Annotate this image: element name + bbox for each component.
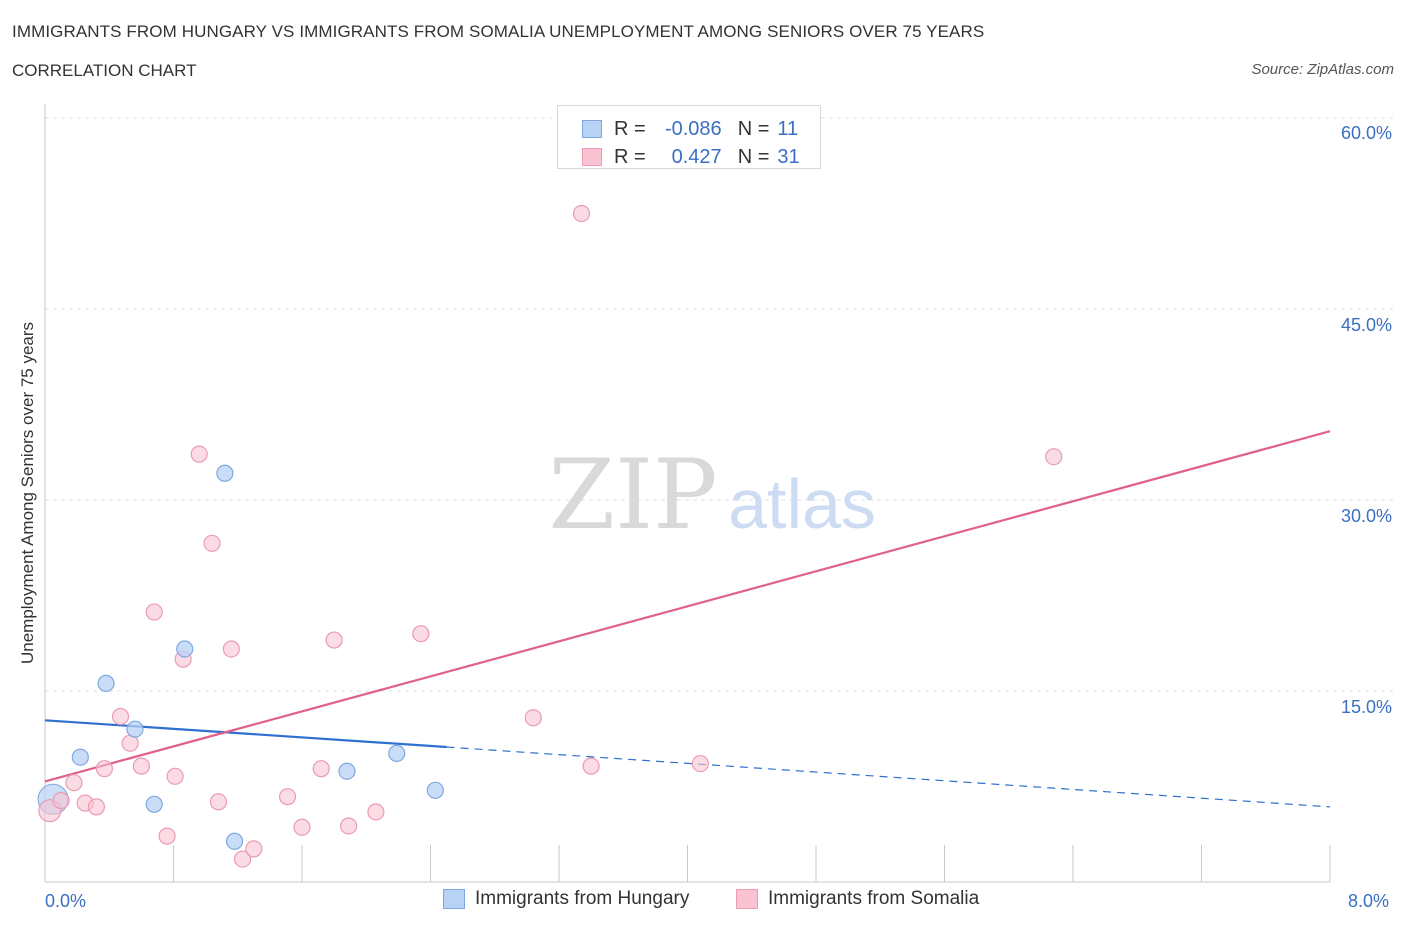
hungary-point: [145, 795, 163, 813]
watermark-zip: ZIP: [548, 439, 717, 551]
legend-label-somalia: Immigrants from Somalia: [768, 888, 980, 909]
somalia-point: [145, 603, 163, 621]
hungary-point: [388, 744, 406, 762]
n-label: N =: [737, 145, 770, 168]
y-tick-label: 60.0%: [1340, 123, 1392, 143]
somalia-point: [245, 840, 263, 858]
y-tick-label: 30.0%: [1340, 506, 1392, 526]
somalia-point: [691, 754, 709, 773]
n-label: N =: [737, 117, 770, 140]
hungary-point: [126, 720, 144, 738]
legend-row-hungary: R = -0.086 N = 11: [582, 116, 798, 142]
somalia-point: [190, 445, 208, 463]
r-value: 0.427: [671, 145, 722, 168]
r-label: R =: [614, 117, 646, 140]
somalia-point: [367, 803, 385, 821]
somalia-point: [524, 709, 542, 727]
somalia-point: [278, 788, 297, 806]
chart-title: IMMIGRANTS FROM HUNGARY VS IMMIGRANTS FR…: [12, 22, 985, 41]
hungary-point: [338, 762, 356, 780]
somalia-swatch: [582, 148, 602, 166]
watermark: ZIP atlas: [548, 439, 876, 551]
hungary-point: [225, 832, 244, 850]
somalia-point: [572, 204, 591, 223]
y-tick-label: 15.0%: [1340, 697, 1392, 717]
somalia-point: [203, 534, 221, 552]
trend-lines: [44, 430, 1331, 808]
legend-item-somalia: Immigrants from Somalia: [736, 888, 979, 910]
n-value: 11: [777, 117, 799, 140]
grid-lines: [45, 117, 1395, 692]
x-tick-label: 0.0%: [45, 891, 87, 911]
hungary-swatch: [443, 889, 465, 909]
n-value: 31: [777, 145, 800, 168]
somalia-point: [87, 798, 106, 816]
correlation-legend: R = -0.086 N = 11 R = 0.427 N = 31: [557, 105, 821, 169]
axes: [44, 104, 1331, 883]
hungary-point: [176, 640, 194, 658]
hungary-trend-line: [44, 719, 447, 749]
y-axis-label: Unemployment Among Seniors over 75 years: [18, 321, 37, 665]
legend-label-hungary: Immigrants from Hungary: [475, 888, 690, 909]
somalia-point: [95, 760, 114, 778]
somalia-point: [222, 640, 240, 658]
somalia-point: [158, 827, 176, 845]
y-tick-label: 45.0%: [1340, 315, 1392, 335]
hungary-swatch: [582, 120, 602, 138]
somalia-point: [65, 774, 83, 792]
r-label: R =: [614, 145, 646, 168]
legend-item-hungary: Immigrants from Hungary: [443, 888, 689, 910]
hungary-point: [216, 464, 234, 482]
watermark-atlas: atlas: [728, 465, 876, 543]
somalia-point: [111, 707, 130, 726]
hungary-trend-extension: [446, 746, 1331, 808]
somalia-point: [132, 757, 150, 775]
somalia-point: [325, 631, 343, 649]
somalia-point: [412, 625, 430, 643]
hungary-point: [71, 748, 89, 766]
legend-row-somalia: R = 0.427 N = 31: [582, 144, 800, 170]
somalia-point: [52, 791, 70, 810]
somalia-point: [293, 818, 311, 836]
somalia-trend-line: [44, 430, 1331, 783]
somalia-point: [312, 760, 330, 778]
somalia-point: [1045, 448, 1063, 466]
r-value: -0.086: [664, 117, 722, 140]
chart-subtitle: CORRELATION CHART: [12, 61, 197, 80]
data-points: [37, 204, 1063, 868]
somalia-point: [582, 757, 600, 775]
hungary-point: [97, 674, 115, 692]
somalia-point: [166, 767, 184, 785]
hungary-point: [426, 781, 444, 799]
source-label: Source: ZipAtlas.com: [1251, 61, 1394, 78]
somalia-swatch: [736, 889, 758, 909]
x-tick-label: 8.0%: [1348, 891, 1390, 911]
somalia-point: [209, 793, 228, 811]
somalia-point: [339, 817, 358, 835]
somalia-point: [233, 850, 252, 868]
